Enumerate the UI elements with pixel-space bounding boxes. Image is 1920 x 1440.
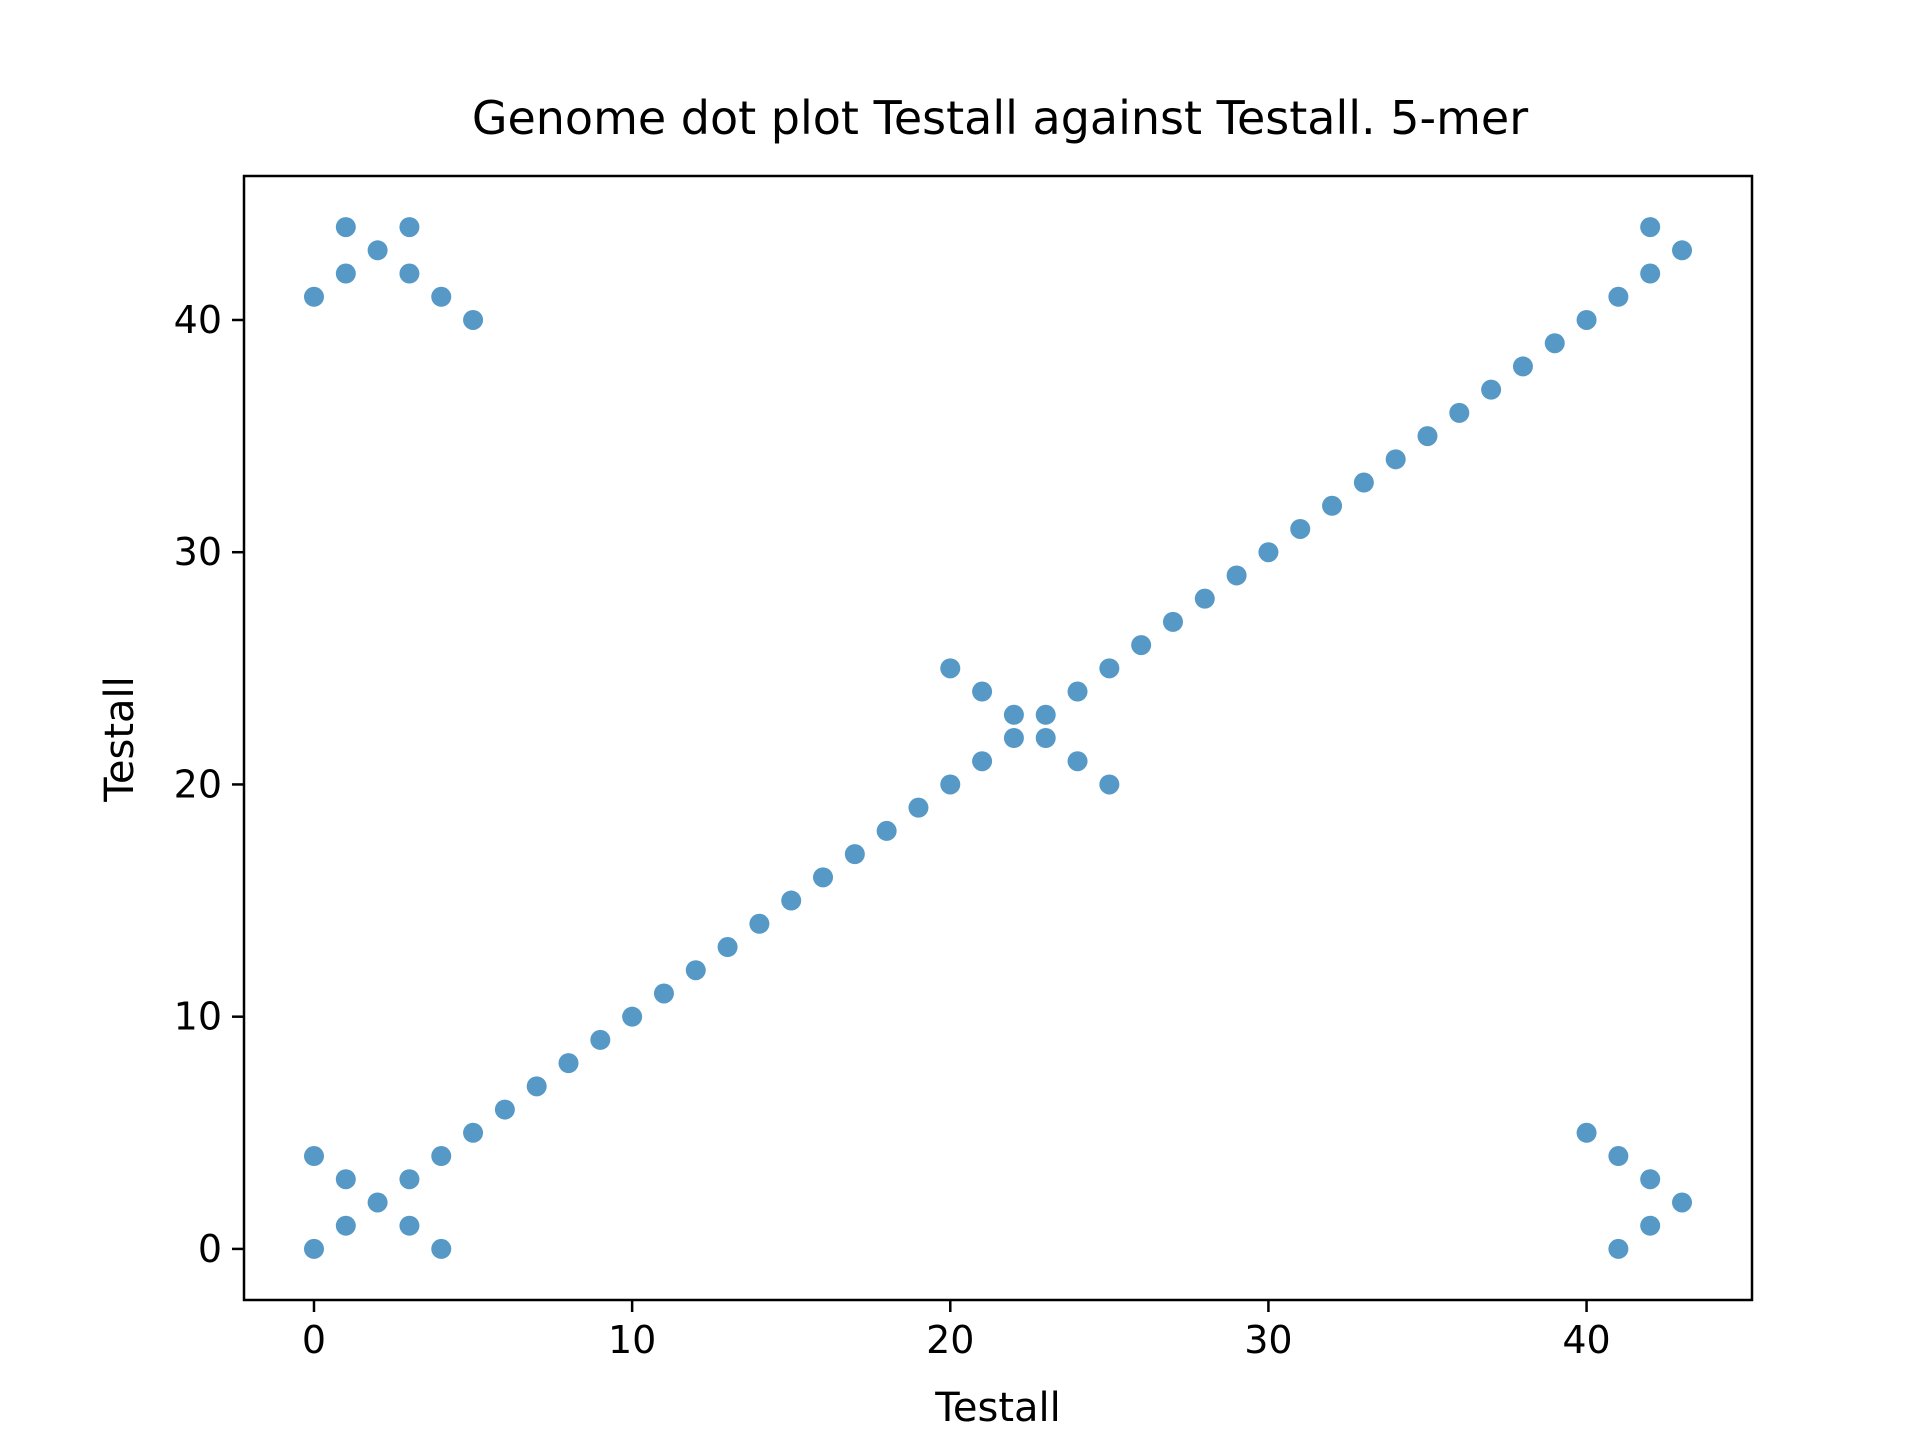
scatter-point <box>558 1053 579 1074</box>
scatter-point <box>335 1215 356 1236</box>
x-tick-label: 20 <box>926 1318 974 1362</box>
y-tick-label: 30 <box>174 530 222 574</box>
scatter-point <box>399 1169 420 1190</box>
scatter-point <box>335 1169 356 1190</box>
scatter-point <box>367 1192 388 1213</box>
scatter-point <box>1258 542 1279 563</box>
scatter-point <box>1385 449 1406 470</box>
scatter-point <box>526 1076 547 1097</box>
x-axis-label: Testall <box>934 1385 1061 1431</box>
scatter-point <box>1640 217 1661 238</box>
scatter-point <box>1512 356 1533 377</box>
scatter-point <box>972 751 993 772</box>
scatter-point <box>399 263 420 284</box>
scatter-point <box>1544 333 1565 354</box>
scatter-point <box>1608 1238 1629 1259</box>
scatter-point <box>590 1029 611 1050</box>
scatter-point <box>1035 704 1056 725</box>
x-tick-label: 10 <box>608 1318 656 1362</box>
scatter-point <box>431 1146 452 1167</box>
scatter-point <box>940 774 961 795</box>
scatter-point <box>1672 240 1693 261</box>
scatter-point <box>1035 728 1056 748</box>
scatter-point <box>1226 565 1247 586</box>
scatter-point <box>1099 774 1120 795</box>
scatter-point <box>1576 309 1597 330</box>
y-axis-ticks: 0 10 20 30 40 <box>174 298 244 1271</box>
x-tick-label: 30 <box>1244 1318 1292 1362</box>
scatter-point <box>431 1238 452 1259</box>
y-tick-label: 10 <box>174 995 222 1039</box>
scatter-point <box>1449 402 1470 423</box>
scatter-point <box>749 913 770 934</box>
x-tick-label: 40 <box>1562 1318 1610 1362</box>
scatter-point <box>399 217 420 238</box>
scatter-point <box>463 309 484 330</box>
scatter-point <box>1672 1192 1693 1213</box>
chart-title: Genome dot plot Testall against Testall.… <box>472 91 1528 145</box>
scatter-point <box>622 1006 643 1027</box>
scatter-point <box>1067 751 1088 772</box>
scatter-point <box>908 797 929 818</box>
scatter-point <box>399 1215 420 1236</box>
scatter-point <box>1576 1122 1597 1143</box>
scatter-point <box>1353 472 1374 493</box>
scatter-point <box>653 983 674 1004</box>
scatter-point <box>844 844 865 865</box>
scatter-point <box>1099 658 1120 679</box>
scatter-point <box>876 820 897 841</box>
scatter-point <box>303 286 324 307</box>
scatter-point <box>940 658 961 679</box>
scatter-point <box>1640 1169 1661 1190</box>
scatter-point <box>335 263 356 284</box>
scatter-point <box>1322 495 1343 516</box>
scatter-point <box>367 240 388 261</box>
scatter-point <box>972 681 993 702</box>
scatter-point <box>685 960 706 981</box>
y-axis-label: Testall <box>97 676 143 803</box>
scatter-point <box>1417 426 1438 447</box>
scatter-point <box>1067 681 1088 702</box>
scatter-point <box>813 867 834 888</box>
scatter-point <box>717 937 738 958</box>
scatter-point <box>494 1099 515 1120</box>
scatter-point <box>1290 518 1311 539</box>
scatter-point <box>431 286 452 307</box>
scatter-point <box>1131 635 1152 656</box>
scatter-point <box>1640 1215 1661 1236</box>
points-layer <box>303 217 1693 1259</box>
scatter-point <box>781 890 802 911</box>
scatter-point <box>303 1238 324 1259</box>
scatter-point <box>1194 588 1215 609</box>
plot-frame <box>242 174 1754 1302</box>
x-tick-label: 0 <box>302 1318 326 1362</box>
scatter-point <box>335 217 356 238</box>
y-tick-label: 40 <box>174 298 222 342</box>
scatter-point <box>1608 286 1629 307</box>
scatter-point <box>1003 704 1024 725</box>
scatter-point <box>1162 611 1183 632</box>
scatter-point <box>1640 263 1661 284</box>
y-tick-label: 20 <box>174 762 222 806</box>
scatter-point <box>1003 728 1024 748</box>
scatter-point <box>463 1122 484 1143</box>
scatter-point <box>1481 379 1502 400</box>
x-axis-ticks: 0 10 20 30 40 <box>302 1300 1611 1362</box>
scatter-point <box>1608 1146 1629 1167</box>
y-tick-label: 0 <box>198 1227 222 1271</box>
scatter-point <box>303 1146 324 1167</box>
